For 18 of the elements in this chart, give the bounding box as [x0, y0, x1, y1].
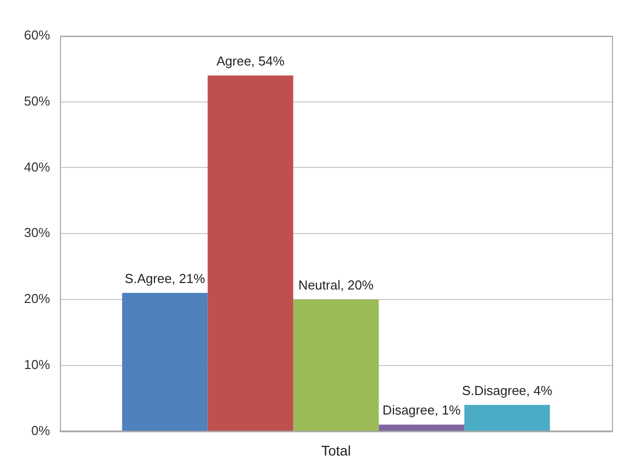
text: Disagree, 1%: [382, 402, 461, 418]
text: S.Agree, 21%: [124, 270, 206, 286]
y-tick-label: 20%: [24, 291, 50, 306]
x-tick-label: Total: [321, 442, 351, 458]
bar: [293, 299, 379, 431]
text: Agree, 54%: [216, 54, 284, 69]
y-tick-label: 10%: [24, 356, 50, 372]
y-tick-label: 60%: [24, 28, 50, 43]
text: Neutral, 20%: [298, 278, 374, 293]
y-tick-label: 50%: [24, 93, 50, 108]
bar: [378, 424, 464, 431]
bar: [464, 404, 550, 431]
bar: [122, 292, 208, 431]
text: S.Disagree, 4%: [462, 382, 552, 398]
y-tick-label: 30%: [24, 225, 50, 240]
y-tick-label: 40%: [24, 159, 50, 174]
bar: [208, 76, 294, 431]
y-tick-label: 0%: [31, 422, 50, 438]
